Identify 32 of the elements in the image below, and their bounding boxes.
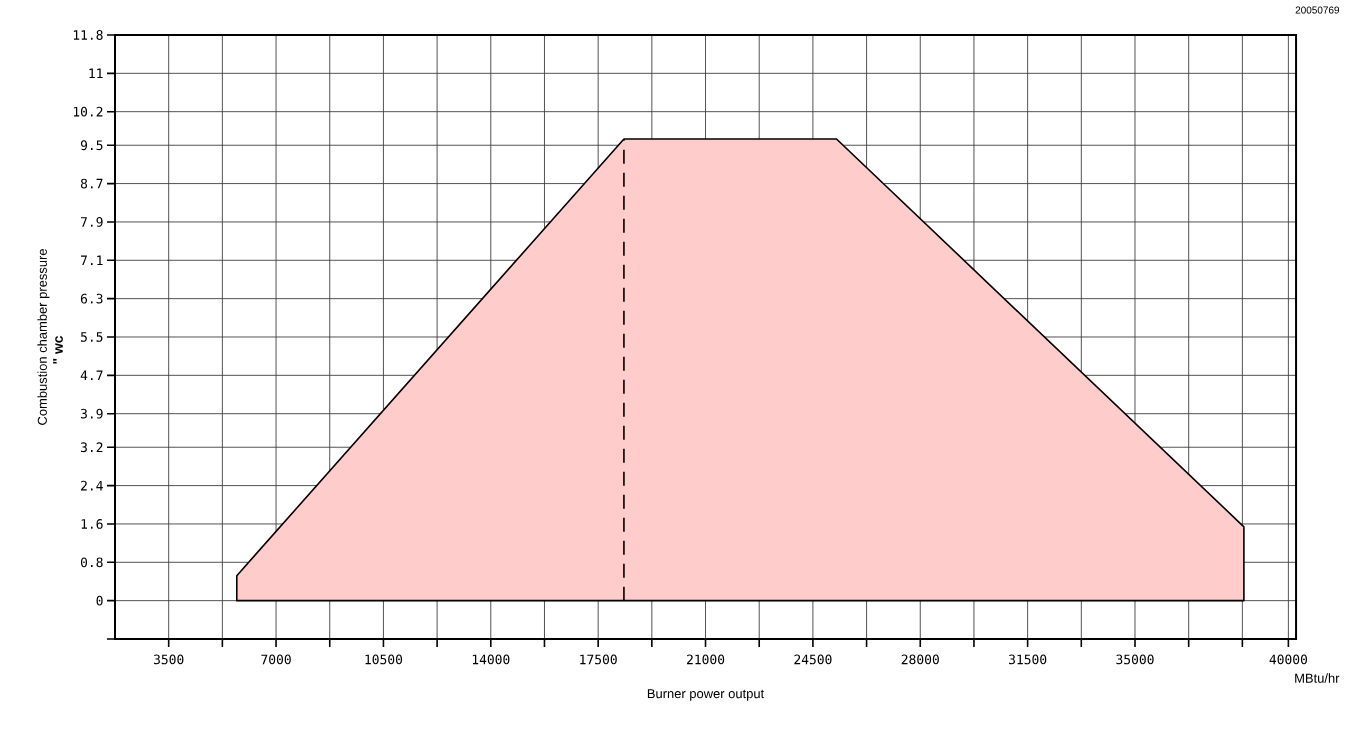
- y-tick-label: 0.8: [80, 557, 103, 568]
- x-tick-label: 21000: [687, 654, 725, 665]
- y-tick-label: 7.1: [80, 255, 103, 266]
- y-tick-label: 6.3: [80, 293, 103, 304]
- x-axis-title: Burner power output: [647, 689, 765, 701]
- y-tick-label: 9.5: [80, 140, 103, 151]
- y-tick-label: 8.7: [80, 178, 103, 189]
- y-axis-title: Combustion chamber pressure: [37, 249, 50, 425]
- y-tick-label: 10.2: [73, 106, 103, 117]
- x-tick-label: 28000: [901, 654, 939, 665]
- text: 20050769: [1295, 6, 1340, 14]
- y-tick-label: 11.8: [73, 30, 103, 40]
- x-tick-label: 31500: [1008, 654, 1047, 665]
- y-tick-label: 3.2: [80, 442, 103, 453]
- x-tick-label: 24500: [794, 654, 832, 665]
- y-tick-label: 2.4: [81, 480, 103, 491]
- x-tick-label: 14000: [472, 654, 510, 665]
- y-tick-label: 0: [96, 595, 103, 606]
- y-tick-label: 5.5: [81, 332, 103, 342]
- x-tick-label: 35000: [1116, 654, 1154, 665]
- y-tick-label: 7.9: [80, 217, 103, 227]
- text: MBtu/hr: [1295, 673, 1340, 683]
- x-tick-label: 17500: [580, 654, 617, 665]
- y-tick-label: 1.6: [81, 519, 103, 529]
- y-tick-label: 4.7: [80, 370, 103, 381]
- x-tick-label: 7000: [261, 654, 291, 665]
- text: " wc: [53, 335, 63, 364]
- x-tick-label: 10500: [365, 654, 403, 665]
- y-tick-label: 3.9: [80, 408, 103, 419]
- x-tick-label: 40000: [1269, 654, 1308, 665]
- x-tick-label: 3500: [153, 654, 184, 665]
- y-tick-label: 11: [89, 68, 103, 79]
